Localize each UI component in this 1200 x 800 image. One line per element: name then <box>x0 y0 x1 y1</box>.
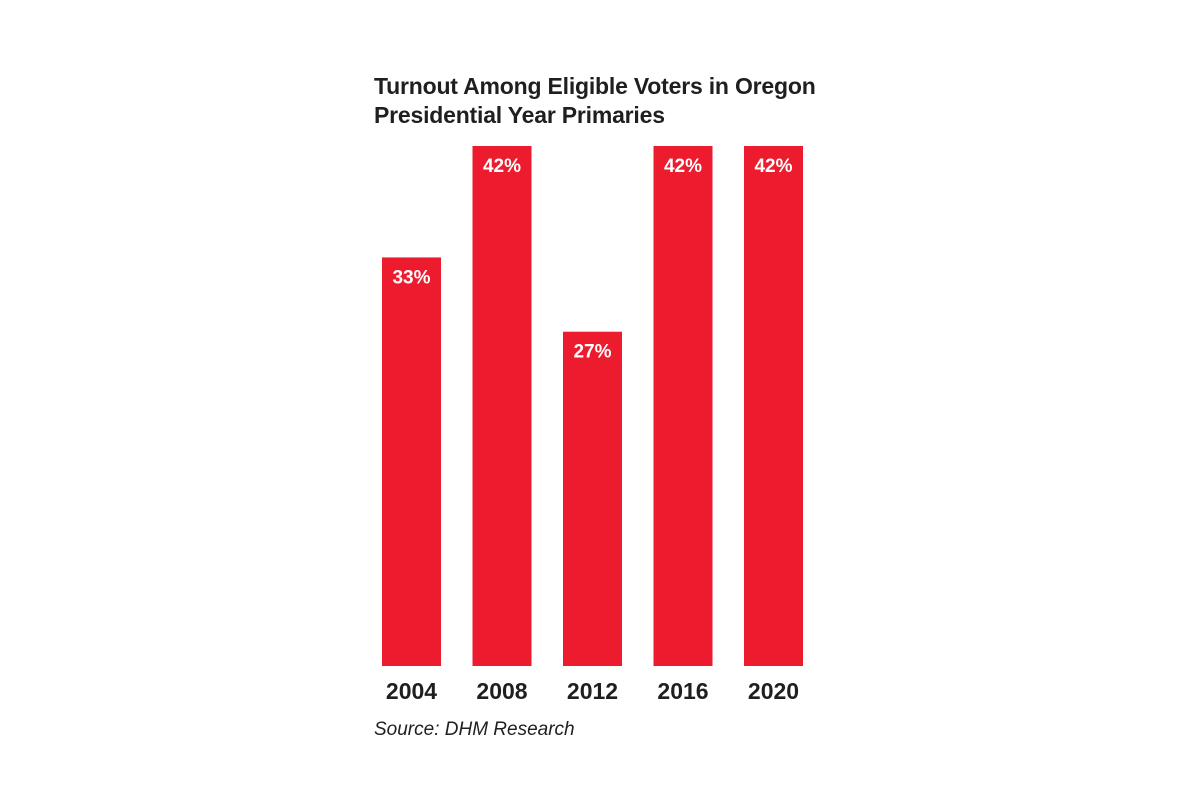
data-label-2012: 27% <box>573 342 611 363</box>
data-label-2016: 42% <box>664 156 702 177</box>
tick-label-2020: 2020 <box>748 678 799 704</box>
data-label-2008: 42% <box>483 156 521 177</box>
bar-2016 <box>653 146 713 666</box>
bars-group <box>382 146 803 666</box>
bar-2020 <box>744 146 803 666</box>
x-axis-tick-labels: 2004 2008 2012 2016 2020 <box>386 678 799 704</box>
bar-labels-group: 33% 42% 27% 42% 42% <box>392 156 792 363</box>
data-label-2020: 42% <box>754 156 792 177</box>
tick-label-2008: 2008 <box>476 678 527 704</box>
tick-label-2004: 2004 <box>386 678 437 704</box>
chart-title-line-2: Presidential Year Primaries <box>374 102 665 128</box>
bar-2008 <box>472 146 532 666</box>
bar-2004 <box>382 257 441 666</box>
data-label-2004: 33% <box>392 267 430 288</box>
bar-2012 <box>563 331 622 666</box>
chart-title: Turnout Among Eligible Voters in Oregon … <box>374 72 894 130</box>
tick-label-2012: 2012 <box>567 678 618 704</box>
chart-title-line-1: Turnout Among Eligible Voters in Oregon <box>374 73 816 99</box>
source-note: Source: DHM Research <box>374 719 575 740</box>
tick-label-2016: 2016 <box>657 678 708 704</box>
